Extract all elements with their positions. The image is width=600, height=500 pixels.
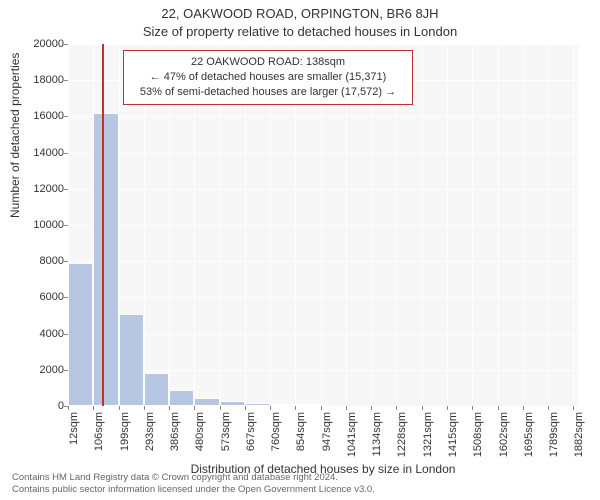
x-tick-mark [68, 406, 69, 410]
y-tick-mark [64, 44, 68, 45]
y-tick-label: 12000 [33, 183, 64, 195]
x-tick-label: 1134sqm [371, 412, 383, 472]
x-tick-label: 12sqm [68, 412, 80, 472]
attribution-line1: Contains HM Land Registry data © Crown c… [12, 472, 375, 484]
marker-line [102, 44, 104, 406]
gridline-v [548, 44, 549, 406]
annotation-box: 22 OAKWOOD ROAD: 138sqm← 47% of detached… [123, 50, 413, 105]
chart-plot-area: 22 OAKWOOD ROAD: 138sqm← 47% of detached… [68, 44, 578, 406]
y-tick-mark [64, 370, 68, 371]
histogram-bar [119, 314, 144, 406]
y-tick-mark [64, 334, 68, 335]
x-tick-mark [472, 406, 473, 410]
x-tick-label: 667sqm [245, 412, 257, 472]
x-tick-label: 293sqm [144, 412, 156, 472]
x-tick-mark [194, 406, 195, 410]
x-tick-label: 573sqm [220, 412, 232, 472]
x-tick-mark [321, 406, 322, 410]
annotation-line1: 22 OAKWOOD ROAD: 138sqm [130, 55, 406, 70]
x-tick-label: 480sqm [194, 412, 206, 472]
x-tick-mark [548, 406, 549, 410]
x-tick-label: 760sqm [270, 412, 282, 472]
x-tick-mark [371, 406, 372, 410]
y-tick-mark [64, 225, 68, 226]
x-tick-label: 1415sqm [447, 412, 459, 472]
y-axis-label: Number of detached properties [8, 53, 22, 218]
histogram-bar [68, 263, 93, 406]
histogram-bar [194, 398, 219, 406]
y-tick-label: 6000 [40, 291, 64, 303]
annotation-line2: ← 47% of detached houses are smaller (15… [130, 70, 406, 85]
x-tick-mark [422, 406, 423, 410]
x-tick-mark [144, 406, 145, 410]
y-tick-label: 8000 [40, 255, 64, 267]
x-tick-label: 1508sqm [472, 412, 484, 472]
histogram-bar [245, 403, 270, 406]
x-tick-mark [245, 406, 246, 410]
gridline-v [523, 44, 524, 406]
x-tick-mark [498, 406, 499, 410]
x-tick-label: 1041sqm [346, 412, 358, 472]
x-tick-mark [447, 406, 448, 410]
histogram-bar [270, 404, 295, 406]
histogram-bar [93, 113, 118, 406]
gridline-v [573, 44, 574, 406]
x-tick-label: 1789sqm [548, 412, 560, 472]
x-tick-label: 1602sqm [498, 412, 510, 472]
x-tick-label: 106sqm [93, 412, 105, 472]
histogram-bar [295, 404, 320, 406]
y-tick-label: 18000 [33, 74, 64, 86]
x-tick-label: 1695sqm [523, 412, 535, 472]
x-tick-label: 386sqm [169, 412, 181, 472]
x-tick-mark [573, 406, 574, 410]
x-tick-mark [119, 406, 120, 410]
x-tick-label: 854sqm [295, 412, 307, 472]
x-tick-label: 1882sqm [573, 412, 585, 472]
y-tick-mark [64, 116, 68, 117]
gridline-v [422, 44, 423, 406]
annotation-line3: 53% of semi-detached houses are larger (… [130, 85, 406, 100]
page-title-line1: 22, OAKWOOD ROAD, ORPINGTON, BR6 8JH [0, 6, 600, 21]
y-tick-mark [64, 153, 68, 154]
y-tick-label: 2000 [40, 364, 64, 376]
gridline-v [447, 44, 448, 406]
y-tick-label: 14000 [33, 147, 64, 159]
x-tick-label: 947sqm [321, 412, 333, 472]
page-title-line2: Size of property relative to detached ho… [0, 24, 600, 39]
y-tick-label: 16000 [33, 110, 64, 122]
x-tick-mark [396, 406, 397, 410]
x-tick-label: 1321sqm [422, 412, 434, 472]
x-tick-mark [93, 406, 94, 410]
attribution-text: Contains HM Land Registry data © Crown c… [12, 472, 375, 496]
histogram-bar [220, 401, 245, 406]
attribution-line2: Contains public sector information licen… [12, 484, 375, 496]
x-tick-label: 199sqm [119, 412, 131, 472]
x-tick-mark [270, 406, 271, 410]
y-tick-label: 4000 [40, 328, 64, 340]
x-tick-mark [346, 406, 347, 410]
x-tick-mark [295, 406, 296, 410]
x-tick-mark [169, 406, 170, 410]
x-tick-mark [523, 406, 524, 410]
y-tick-mark [64, 261, 68, 262]
gridline-v [472, 44, 473, 406]
histogram-bar [144, 373, 169, 406]
y-tick-mark [64, 297, 68, 298]
histogram-bar [169, 390, 194, 406]
x-tick-mark [220, 406, 221, 410]
gridline-v [498, 44, 499, 406]
y-tick-mark [64, 80, 68, 81]
y-tick-mark [64, 189, 68, 190]
x-tick-label: 1228sqm [396, 412, 408, 472]
y-tick-label: 20000 [33, 38, 64, 50]
y-tick-label: 10000 [33, 219, 64, 231]
